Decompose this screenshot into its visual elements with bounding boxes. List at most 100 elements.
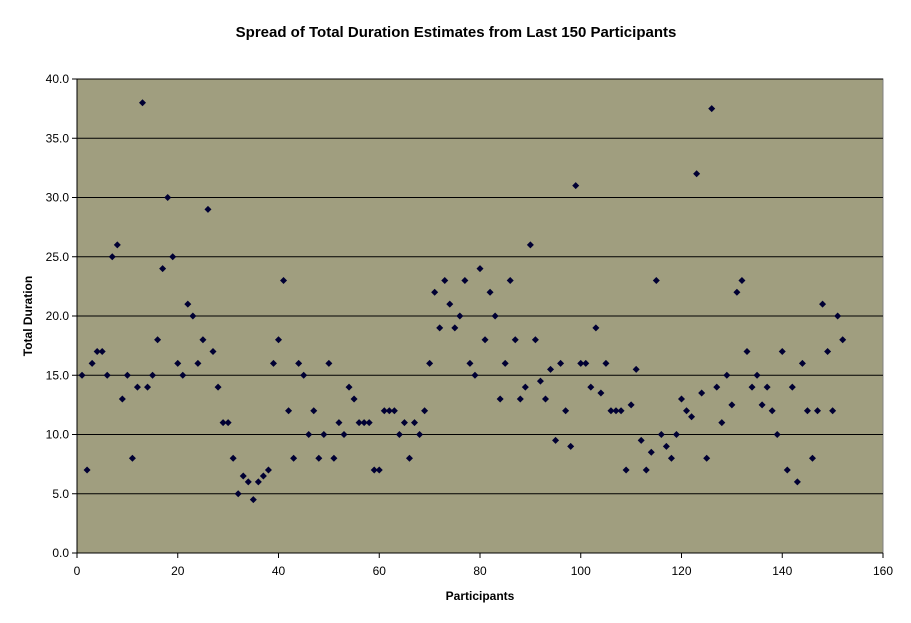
data-point	[295, 359, 303, 367]
data-point	[78, 371, 86, 379]
data-point	[234, 490, 242, 498]
data-point	[269, 359, 277, 367]
data-point	[189, 312, 197, 320]
data-point	[133, 383, 141, 391]
data-point	[315, 454, 323, 462]
data-point	[380, 407, 388, 415]
x-tick-label: 140	[772, 564, 792, 578]
data-point	[592, 324, 600, 332]
data-point	[385, 407, 393, 415]
y-tick-label: 0.0	[52, 546, 69, 560]
data-point	[622, 466, 630, 474]
data-point	[627, 401, 635, 409]
data-point	[798, 359, 806, 367]
data-point	[597, 389, 605, 397]
data-point	[325, 359, 333, 367]
data-point	[829, 407, 837, 415]
data-point	[128, 454, 136, 462]
data-point	[209, 348, 217, 356]
data-point	[723, 371, 731, 379]
data-point	[98, 348, 106, 356]
data-point	[783, 466, 791, 474]
data-point	[108, 253, 116, 261]
data-point	[431, 288, 439, 296]
data-point	[320, 431, 328, 438]
data-point	[204, 205, 212, 213]
data-point	[179, 371, 187, 379]
data-point	[456, 312, 464, 320]
data-point	[693, 170, 701, 178]
data-point	[803, 407, 811, 415]
data-point	[88, 359, 96, 367]
data-point	[617, 407, 625, 415]
data-point	[275, 336, 282, 344]
data-point	[290, 454, 298, 462]
data-point	[607, 407, 615, 415]
data-point	[421, 407, 429, 415]
data-point	[814, 407, 822, 415]
data-point	[219, 419, 227, 427]
data-point	[678, 395, 685, 403]
data-point	[577, 359, 585, 367]
data-point	[345, 383, 353, 391]
data-point	[743, 348, 751, 356]
data-point	[123, 371, 131, 379]
data-point	[708, 105, 716, 113]
data-point	[83, 466, 91, 474]
data-point	[733, 288, 741, 296]
data-point	[662, 442, 670, 450]
data-point	[698, 389, 706, 397]
data-point	[169, 253, 177, 261]
data-point	[441, 276, 449, 284]
x-axis-label: Participants	[446, 589, 515, 603]
data-points	[78, 99, 847, 504]
data-point	[672, 431, 680, 438]
data-point	[637, 436, 645, 444]
data-point	[501, 359, 509, 367]
data-point	[395, 431, 403, 438]
data-point	[491, 312, 499, 320]
data-point	[416, 431, 424, 438]
data-point	[451, 324, 459, 332]
data-point	[214, 383, 222, 391]
data-point	[526, 241, 534, 249]
data-point	[587, 383, 595, 391]
data-point	[113, 241, 121, 249]
data-point	[793, 478, 801, 486]
data-point	[552, 436, 560, 444]
y-tick-label: 10.0	[46, 428, 70, 442]
data-point	[819, 300, 827, 308]
data-point	[652, 276, 660, 284]
data-point	[285, 407, 293, 415]
data-point	[834, 312, 842, 320]
x-tick-label: 160	[873, 564, 893, 578]
x-tick-label: 100	[571, 564, 591, 578]
data-point	[642, 466, 650, 474]
data-point	[411, 419, 419, 427]
data-point	[703, 454, 711, 462]
data-point	[194, 359, 202, 367]
x-tick-label: 0	[74, 564, 81, 578]
data-point	[728, 401, 736, 409]
x-tick-label: 20	[171, 564, 185, 578]
data-point	[683, 407, 691, 415]
data-point	[264, 466, 272, 474]
data-point	[753, 371, 761, 379]
data-point	[405, 454, 413, 462]
y-axis-label: Total Duration	[21, 276, 35, 356]
data-point	[446, 300, 454, 308]
data-point	[541, 395, 549, 403]
data-point	[355, 419, 363, 427]
data-point	[149, 371, 157, 379]
data-point	[738, 276, 746, 284]
y-tick-label: 35.0	[46, 131, 70, 145]
data-point	[562, 407, 570, 415]
data-point	[300, 371, 308, 379]
data-point	[335, 419, 343, 427]
data-point	[159, 265, 167, 273]
data-point	[602, 359, 610, 367]
data-point	[118, 395, 126, 403]
y-tick-label: 5.0	[52, 487, 69, 501]
data-point	[763, 383, 771, 391]
